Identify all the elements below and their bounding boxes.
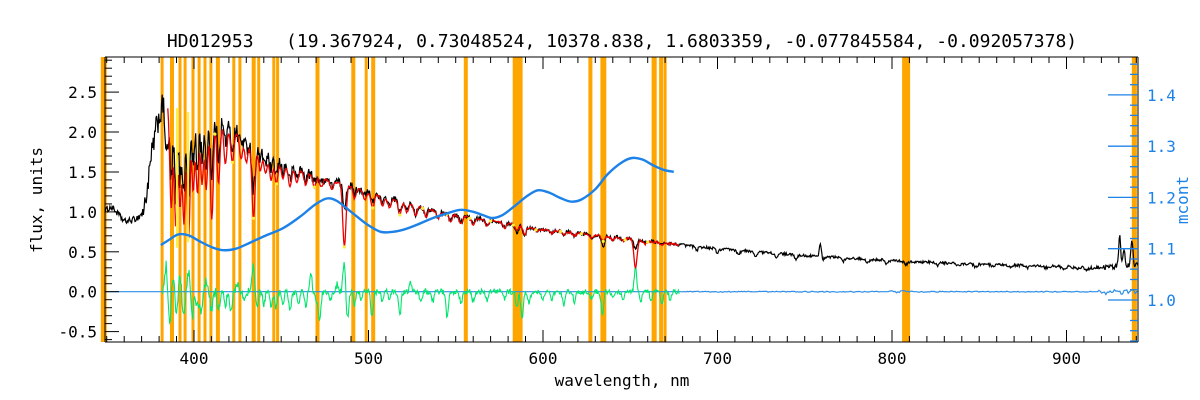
x-tick-label: 400	[180, 349, 209, 368]
telluric-band	[600, 57, 607, 342]
telluric-band	[902, 57, 911, 342]
model-alt-dot	[511, 223, 515, 227]
telluric-band	[160, 57, 164, 342]
model-alt-dot	[342, 245, 346, 249]
y-left-tick-label: 1.5	[68, 163, 97, 182]
telluric-band	[197, 57, 201, 342]
model-alt-dot	[230, 160, 234, 164]
y-left-tick-label: 2.0	[68, 123, 97, 142]
x-tick-label: 700	[703, 349, 732, 368]
telluric-band	[364, 57, 368, 342]
telluric-band	[100, 57, 107, 342]
y-right-tick-label: 1.1	[1147, 240, 1176, 259]
telluric-band	[276, 57, 280, 342]
model-alt-dot	[251, 216, 256, 220]
telluric-band	[588, 57, 593, 342]
x-axis-label: wavelength, nm	[555, 371, 690, 390]
model-alt-dot	[489, 219, 493, 223]
telluric-band	[257, 57, 261, 342]
plot-title: HD012953 (19.367924, 0.73048524, 10378.8…	[167, 31, 1077, 52]
model-alt-dot	[558, 230, 563, 234]
y-axis-label-left: flux, units	[27, 147, 46, 253]
telluric-band	[463, 57, 468, 342]
telluric-band	[272, 57, 276, 342]
y-right-tick-label: 1.2	[1147, 188, 1176, 207]
x-tick-label: 800	[878, 349, 907, 368]
telluric-band	[315, 57, 320, 342]
model-alt-dot	[534, 228, 538, 232]
y-left-tick-label: 1.0	[68, 203, 97, 222]
telluric-band	[512, 57, 523, 342]
telluric-band	[351, 57, 356, 342]
residual-line	[162, 260, 680, 325]
x-tick-label: 600	[529, 349, 558, 368]
y-right-tick-label: 1.0	[1147, 291, 1176, 310]
y-left-tick-label: 0.0	[68, 283, 97, 302]
y-left-tick-label: -0.5	[58, 323, 97, 342]
telluric-band	[251, 57, 256, 342]
model-alt-dot	[579, 232, 584, 236]
telluric-band	[191, 57, 195, 342]
axes-layer: 400 500 600 700 800 900 -0.5 0.0 0.5 1.0 1.5 2.0 2.5…	[58, 56, 1176, 368]
telluric-band	[238, 57, 242, 342]
y-left-tick-label: 2.5	[68, 83, 97, 102]
y-left-tick-label: 0.5	[68, 243, 97, 262]
model-alt-dot	[601, 239, 605, 243]
model-alt-dot	[421, 206, 425, 210]
observed-spectrum-line	[104, 94, 1139, 273]
model-alt-dot	[468, 216, 472, 220]
model-alt-dot	[371, 206, 375, 210]
model-alt-dot	[274, 182, 278, 186]
mcont-line	[160, 156, 675, 252]
model-alt-dot	[312, 185, 316, 189]
y-right-tick-label: 1.3	[1147, 137, 1176, 156]
model-alt-dot	[646, 240, 650, 244]
telluric-band	[232, 57, 236, 342]
telluric-band	[203, 57, 207, 342]
y-axis-label-right: mcont	[1173, 176, 1192, 224]
telluric-band	[659, 57, 664, 342]
telluric-band	[663, 57, 667, 342]
telluric-band	[651, 57, 657, 342]
model-alt-dot	[398, 213, 402, 217]
x-tick-label: 500	[354, 349, 383, 368]
model-alt-dot	[623, 238, 627, 242]
series-layer	[104, 94, 1139, 325]
telluric-band	[1131, 57, 1137, 342]
x-tick-label: 900	[1052, 349, 1081, 368]
y-right-tick-label: 1.4	[1147, 86, 1176, 105]
model-alt-dot	[213, 132, 217, 136]
telluric-band	[215, 57, 220, 342]
